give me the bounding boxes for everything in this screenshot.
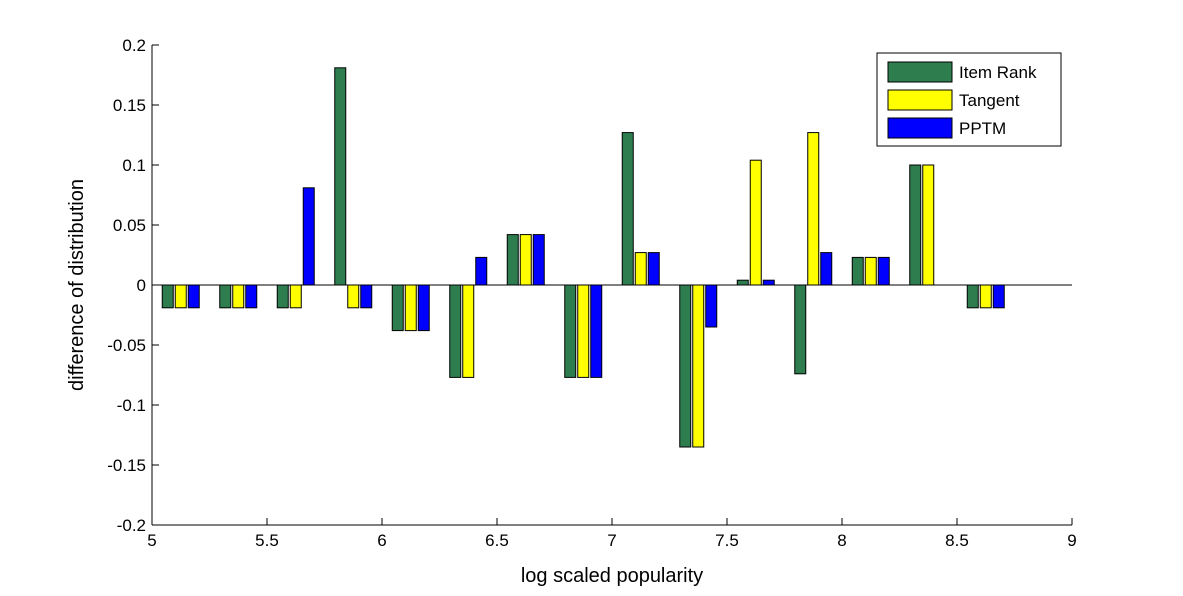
x-tick-label: 5.5 xyxy=(255,531,279,550)
x-axis-label: log scaled popularity xyxy=(521,565,703,587)
y-tick-label: -0.05 xyxy=(107,336,146,355)
bar-pptm-6 xyxy=(532,234,545,286)
y-tick-label: -0.2 xyxy=(117,516,146,535)
legend-swatch-tangent xyxy=(887,89,953,111)
axes-layer xyxy=(151,44,1073,526)
bar-pptm-7 xyxy=(590,284,603,378)
bar-item-rank-12 xyxy=(851,256,864,286)
legend-label-pptm: PPTM xyxy=(959,119,1006,138)
bar-pptm-3 xyxy=(360,284,373,309)
bar-item-rank-0 xyxy=(161,284,174,309)
bar-item-rank-11 xyxy=(794,284,807,375)
bar-item-rank-13 xyxy=(909,164,922,286)
y-tick-label: -0.15 xyxy=(107,456,146,475)
bar-pptm-11 xyxy=(820,252,833,286)
bar-item-rank-6 xyxy=(506,234,519,286)
bar-pptm-14 xyxy=(992,284,1005,309)
bar-item-rank-10 xyxy=(736,279,749,286)
y-tick-label: 0 xyxy=(137,276,146,295)
bar-item-rank-9 xyxy=(679,284,692,448)
bar-tangent-3 xyxy=(347,284,360,309)
x-tick-label: 8.5 xyxy=(945,531,969,550)
x-tick-label: 7.5 xyxy=(715,531,739,550)
bar-pptm-0 xyxy=(187,284,200,309)
bar-pptm-10 xyxy=(762,279,775,286)
x-tick-label: 5 xyxy=(147,531,156,550)
bar-tangent-4 xyxy=(404,284,417,332)
y-tick-label: -0.1 xyxy=(117,396,146,415)
bar-tangent-9 xyxy=(692,284,705,448)
bar-tangent-7 xyxy=(577,284,590,378)
y-tick-label: 0.15 xyxy=(113,96,146,115)
y-tick-label: 0.2 xyxy=(122,36,146,55)
legend-swatch-item-rank xyxy=(887,61,953,83)
y-tick-label: 0.05 xyxy=(113,216,146,235)
y-tick-label: 0.1 xyxy=(122,156,146,175)
bar-item-rank-7 xyxy=(564,284,577,378)
bar-tangent-0 xyxy=(174,284,187,309)
bar-pptm-2 xyxy=(302,187,315,286)
bar-item-rank-2 xyxy=(276,284,289,309)
bar-tangent-13 xyxy=(922,164,935,286)
bar-pptm-4 xyxy=(417,284,430,332)
bar-item-rank-4 xyxy=(391,284,404,332)
bar-tangent-11 xyxy=(807,132,820,286)
bar-tangent-2 xyxy=(289,284,302,309)
bar-pptm-9 xyxy=(705,284,718,328)
bar-item-rank-1 xyxy=(219,284,232,309)
x-tick-label: 7 xyxy=(607,531,616,550)
y-axis-label: difference of distribution xyxy=(66,179,88,391)
bar-tangent-6 xyxy=(519,234,532,286)
x-tick-label: 8 xyxy=(837,531,846,550)
x-tick-label: 6 xyxy=(377,531,386,550)
bar-tangent-5 xyxy=(462,284,475,378)
bar-pptm-5 xyxy=(475,256,488,286)
bar-tangent-1 xyxy=(232,284,245,309)
bar-pptm-12 xyxy=(877,256,890,286)
bar-pptm-8 xyxy=(647,252,660,286)
bar-item-rank-5 xyxy=(449,284,462,378)
bar-tangent-8 xyxy=(634,252,647,286)
bar-tangent-10 xyxy=(749,159,762,286)
x-tick-label: 6.5 xyxy=(485,531,509,550)
legend: Item Rank Tangent PPTM xyxy=(876,52,1062,147)
bar-item-rank-3 xyxy=(334,67,347,286)
labels-layer: 5 5.5 6 6.5 7 7.5 8 8.5 9 0.2 0.15 0.1 0.05 0 -0.05 -0.… xyxy=(66,36,1077,587)
legend-swatch-pptm xyxy=(887,117,953,139)
legend-label-tangent: Tangent xyxy=(959,91,1020,110)
x-tick-label: 9 xyxy=(1067,531,1076,550)
bar-tangent-14 xyxy=(979,284,992,309)
bar-pptm-1 xyxy=(245,284,258,309)
bar-item-rank-14 xyxy=(966,284,979,309)
bar-item-rank-8 xyxy=(621,132,634,286)
legend-label-item-rank: Item Rank xyxy=(959,63,1037,82)
bar-tangent-12 xyxy=(864,256,877,286)
